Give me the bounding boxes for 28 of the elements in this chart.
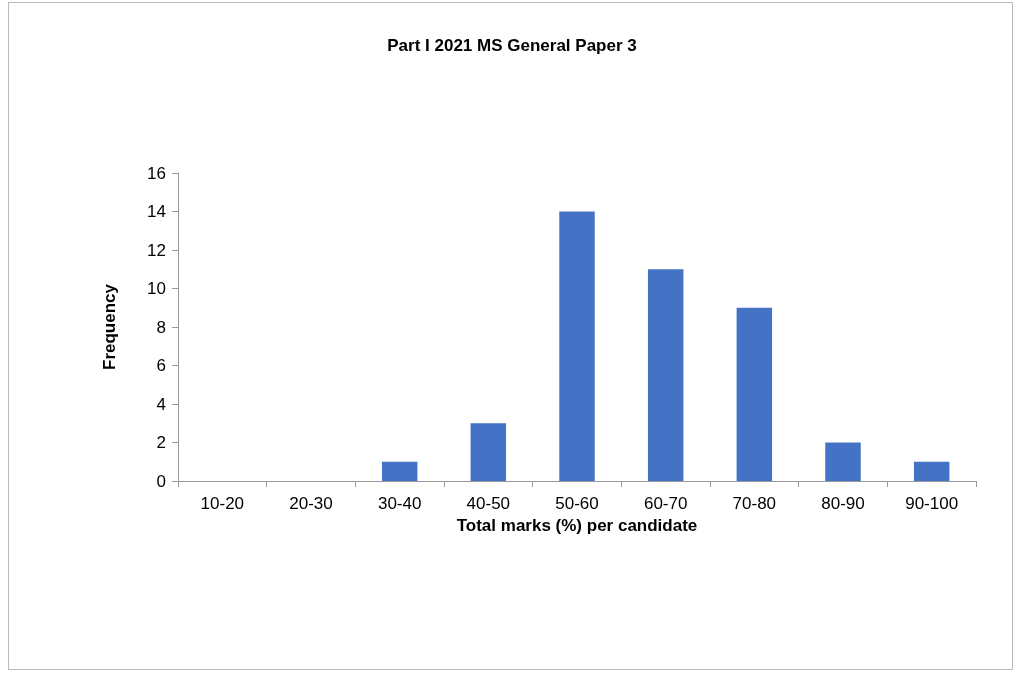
bar xyxy=(559,211,595,481)
x-tick-label: 20-30 xyxy=(289,494,333,513)
x-tick-label: 70-80 xyxy=(732,494,777,513)
y-tick-label: 8 xyxy=(156,317,166,337)
bar xyxy=(647,269,684,481)
y-axis-title: Frequency xyxy=(100,283,119,370)
x-tick-label: 10-20 xyxy=(200,494,245,513)
y-tick-label: 14 xyxy=(147,202,166,221)
y-tick-label: 10 xyxy=(147,279,166,298)
x-tick-label: 50-60 xyxy=(555,494,599,513)
x-tick-label: 90-100 xyxy=(905,494,959,513)
y-tick-label: 2 xyxy=(156,433,166,452)
x-tick-label: 40-50 xyxy=(466,494,511,513)
x-tick-label: 30-40 xyxy=(377,494,422,513)
y-tick-label: 0 xyxy=(156,471,166,491)
x-tick-label: 80-90 xyxy=(821,494,865,513)
x-axis-title: Total marks (%) per candidate xyxy=(456,516,698,535)
y-tick-label: 6 xyxy=(156,356,166,375)
bar xyxy=(381,461,418,481)
bar xyxy=(470,423,507,481)
chart-title: Part I 2021 MS General Paper 3 xyxy=(387,36,637,55)
y-tick-label: 12 xyxy=(147,240,166,260)
y-tick-label: 16 xyxy=(147,163,166,183)
bar xyxy=(913,461,950,481)
bar xyxy=(825,442,861,481)
y-tick-label: 4 xyxy=(156,394,166,414)
x-tick-label: 60-70 xyxy=(643,494,688,513)
bar xyxy=(736,307,773,481)
